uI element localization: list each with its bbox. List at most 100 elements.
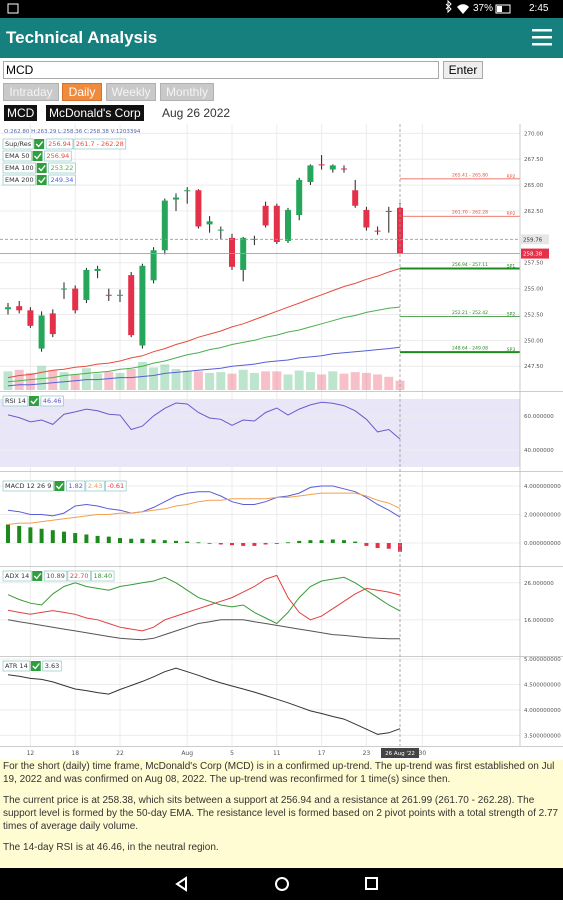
candle-body <box>318 164 325 166</box>
indicator-line <box>7 574 401 632</box>
histogram-bar <box>185 541 190 544</box>
last-price: 258.38 <box>523 252 543 258</box>
candle-body <box>251 238 258 240</box>
summary-paragraph: The current price is at 258.38, which si… <box>3 795 559 832</box>
legend-box <box>104 480 127 492</box>
candle-body <box>329 165 336 170</box>
check-icon <box>32 151 43 161</box>
level-range: 248.64 - 249.08 <box>452 346 488 352</box>
histogram-bar <box>342 540 346 544</box>
notification-icon <box>7 3 19 14</box>
tab[interactable]: Monthly <box>160 83 214 101</box>
tab[interactable]: Daily <box>62 83 102 101</box>
volume-bar <box>126 369 136 390</box>
volume-bar <box>160 364 170 390</box>
legend-box <box>66 480 86 492</box>
x-tick-label: 5 <box>230 750 234 757</box>
legend-name: EMA 100 <box>5 164 34 172</box>
candle-body <box>128 275 135 336</box>
check-mark <box>32 663 40 670</box>
histogram-bar <box>84 534 89 544</box>
candle-body <box>262 205 269 226</box>
y-tick-label: 4.500000000 <box>524 682 561 688</box>
y-tick-label: 247.50 <box>524 364 544 370</box>
y-tick-label: 2.000000000 <box>524 513 561 519</box>
volume-bar <box>350 372 360 390</box>
legend-value: 249.34 <box>51 176 74 184</box>
y-tick-label: 4.000000000 <box>524 484 561 490</box>
candle-body <box>173 197 179 200</box>
legend-box <box>85 480 105 492</box>
volume-bar <box>361 372 371 390</box>
status-icons <box>7 0 511 15</box>
histogram-bar <box>6 524 10 544</box>
back-button[interactable] <box>175 876 187 892</box>
legend-value: 256.94 <box>48 140 71 148</box>
histogram-bar <box>375 543 380 549</box>
indicator-line <box>7 619 400 641</box>
tab[interactable]: Weekly <box>106 83 156 101</box>
volume-bar <box>261 371 271 390</box>
x-tick-label: 12 <box>27 750 35 757</box>
volume-bar <box>216 372 226 390</box>
level-tag: SP2 <box>507 312 516 318</box>
check-mark <box>33 573 42 580</box>
candle-body <box>61 288 67 290</box>
indicator-line <box>7 346 401 387</box>
y-tick-label: 40.000000 <box>524 448 554 454</box>
level-range: 252.21 - 252.42 <box>452 310 488 316</box>
volume-bar <box>3 371 13 390</box>
histogram-bar <box>308 540 313 544</box>
y-tick-label: 5.000000000 <box>524 657 561 663</box>
candle-body <box>307 165 314 182</box>
legend-value: 3.63 <box>45 662 59 670</box>
legend-box <box>43 570 68 582</box>
legend-value: 261.7 - 262.28 <box>76 140 124 148</box>
legend-value: 46.46 <box>43 397 62 405</box>
enter-button[interactable]: Enter <box>443 61 483 79</box>
candle-body <box>150 250 157 281</box>
y-tick-label: 257.50 <box>524 261 544 267</box>
cursor-label: 26 Aug '22 <box>385 751 415 757</box>
check-icon <box>30 661 41 671</box>
check-icon <box>36 163 47 173</box>
home-button[interactable] <box>275 877 289 891</box>
legend-box <box>2 138 34 150</box>
legend-value: 18.40 <box>93 572 112 580</box>
legend-value: 2.43 <box>88 482 102 490</box>
legend-box <box>48 162 76 174</box>
volume-bar <box>305 372 315 390</box>
cursor-tag <box>381 748 419 758</box>
legend-name: ATR 14 <box>5 662 28 670</box>
y-tick-label: 265.00 <box>524 183 544 189</box>
histogram-bar <box>353 541 358 544</box>
histogram-bar <box>39 528 44 544</box>
legend-box <box>40 395 64 407</box>
recents-button[interactable] <box>365 877 378 890</box>
y-tick-label: 4.000000000 <box>524 708 561 714</box>
tab[interactable]: Intraday <box>3 83 59 101</box>
histogram-bar <box>17 525 22 544</box>
volume-bar <box>25 372 35 390</box>
menu-button[interactable] <box>532 28 554 48</box>
symbol-input[interactable]: MCD <box>3 61 439 79</box>
date: Aug 26 2022 <box>162 106 231 120</box>
volume-bar <box>227 373 237 390</box>
company-name: McDonald's Corp <box>46 105 144 121</box>
indicator-line <box>7 576 401 625</box>
histogram-bar <box>129 538 134 544</box>
y-tick-label: 250.00 <box>524 338 544 344</box>
candle-body <box>195 190 202 227</box>
histogram-bar <box>62 531 66 544</box>
histogram-bar <box>162 540 167 544</box>
indicator-line <box>7 401 401 440</box>
volume-bar <box>59 372 69 390</box>
histogram-bar <box>274 543 279 544</box>
histogram-bar <box>28 527 33 544</box>
legend-value: 253.22 <box>51 164 74 172</box>
app-bar: Technical Analysis <box>0 18 563 58</box>
check-mark <box>35 141 44 148</box>
check-mark <box>38 177 46 184</box>
candle-body <box>16 306 23 311</box>
